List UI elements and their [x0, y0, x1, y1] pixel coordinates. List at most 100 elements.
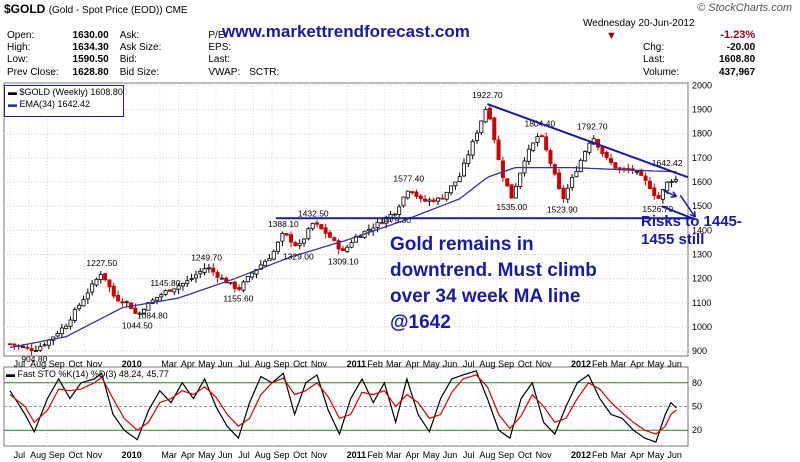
price-tick-label: 1900 — [692, 105, 712, 115]
candle-body — [358, 236, 363, 238]
candle-body — [349, 242, 354, 248]
quote-value: -20.00 — [726, 41, 756, 53]
quote-row: Volume: 437,967 — [640, 66, 758, 78]
legend-ema: ▬ EMA(34) 1642.42 — [8, 99, 91, 109]
price-label: 1145.80 — [150, 278, 180, 288]
x-tick-label: Aug — [479, 359, 495, 369]
candle-body — [167, 289, 172, 292]
legend-price-text: $GOLD (Weekly) 1608.80 — [19, 87, 123, 97]
candle-body — [237, 287, 242, 290]
price-label: 1388.10 — [268, 219, 299, 229]
candle-body — [107, 279, 112, 288]
candle-body — [98, 274, 103, 280]
x-tick-label: Jun — [667, 359, 682, 369]
candle-body — [587, 142, 592, 153]
chart-legend: ▬ $GOLD (Weekly) 1608.80 ▬ EMA(34) 1642.… — [4, 85, 124, 117]
price-label: 1249.70 — [191, 253, 222, 263]
price-label: 1577.40 — [393, 174, 424, 184]
candle-body — [660, 189, 665, 200]
quote-value: 1630.00 — [72, 29, 109, 41]
candle-body — [336, 240, 341, 250]
x-tick-label: Sep — [49, 359, 65, 369]
candle-body — [345, 246, 350, 252]
quote-table: Open: 1630.00 Ask: P/E: High: 1634.30 As… — [4, 29, 282, 78]
candle-body — [38, 346, 43, 351]
candle-body — [496, 139, 501, 161]
candle-body — [466, 154, 471, 164]
analysis-note: Gold remains in downtrend. Must climb ov… — [390, 232, 597, 336]
candle-body — [42, 344, 47, 347]
candle-body — [314, 222, 319, 225]
candle-body — [172, 288, 177, 293]
candle-body — [565, 187, 570, 200]
x-tick-label: Feb — [592, 359, 608, 369]
candle-body — [202, 268, 207, 273]
candle-body — [375, 221, 380, 228]
quote-label: P/E: — [208, 29, 228, 41]
candle-body — [500, 160, 505, 178]
candle-body — [656, 195, 661, 199]
candle-body — [535, 136, 540, 143]
x-tick-label: Nov — [311, 359, 328, 369]
candle-body — [284, 233, 289, 236]
candle-body — [198, 270, 203, 275]
symbol-text: $GOLD — [4, 2, 46, 16]
candle-body — [470, 140, 475, 156]
quote-row: Low: 1590.50 Bid: Last: — [4, 54, 282, 66]
price-tick-label: 1500 — [692, 201, 712, 211]
candle-body — [673, 179, 678, 182]
candle-body — [90, 283, 95, 293]
candle-body — [163, 290, 168, 295]
price-tick-label: 1300 — [692, 250, 712, 260]
x-tick-label: Jun — [218, 359, 233, 369]
arrow-head — [689, 211, 696, 218]
x-tick-label: Mar — [161, 359, 177, 369]
quote-label: Chg: — [643, 41, 665, 53]
x-tick-label: Mar — [611, 450, 627, 460]
price-label: 1526.70 — [642, 204, 673, 214]
arrow-line — [663, 189, 677, 198]
price-tick-label: 1200 — [692, 274, 712, 284]
candle-body — [483, 108, 488, 123]
quote-row: Open: 1630.00 Ask: P/E: — [4, 29, 282, 41]
x-tick-label: Apr — [630, 450, 644, 460]
x-tick-label: Aug — [30, 359, 46, 369]
candle-body — [33, 350, 38, 353]
trendline — [661, 205, 696, 221]
price-label: 1227.50 — [86, 258, 117, 268]
candle-body — [68, 319, 73, 327]
candle-body — [72, 309, 77, 321]
candle-body — [427, 199, 432, 202]
note-line: Gold remains in — [390, 234, 534, 255]
candle-body — [289, 234, 294, 243]
candle-body — [332, 237, 337, 241]
x-tick-label: May — [198, 359, 216, 369]
x-tick-label: Jul — [14, 450, 26, 460]
price-label: 1523.90 — [547, 204, 578, 214]
quote-value: 1634.30 — [72, 41, 109, 53]
candle-body — [271, 250, 276, 260]
note-line: downtrend. Must climb — [390, 260, 597, 281]
note-line: over 34 week MA line — [390, 286, 581, 307]
x-tick-label: Oct — [293, 359, 308, 369]
candle-body — [509, 184, 514, 199]
candle-body — [410, 191, 415, 194]
sto-tick-label: 50 — [692, 402, 702, 412]
quote-label: Last: — [208, 54, 231, 66]
candle-body — [570, 177, 575, 188]
chart-symbol: $GOLD (Gold - Spot Price (EOD)) CME — [4, 2, 188, 16]
x-tick-label: May — [647, 450, 665, 460]
x-tick-label: Apr — [630, 359, 644, 369]
candle-body — [228, 281, 233, 284]
x-tick-label: Mar — [611, 359, 627, 369]
x-tick-label: Apr — [181, 450, 195, 460]
quote-label: Low: — [7, 54, 29, 66]
price-tick-label: 1100 — [692, 298, 711, 308]
x-tick-label: Nov — [536, 450, 553, 460]
legend-ema-text: EMA(34) 1642.42 — [19, 99, 91, 109]
candle-body — [669, 180, 674, 183]
x-tick-label: Jun — [443, 359, 458, 369]
x-tick-label: Mar — [386, 450, 402, 460]
candle-body — [85, 292, 90, 300]
candle-body — [310, 222, 315, 230]
